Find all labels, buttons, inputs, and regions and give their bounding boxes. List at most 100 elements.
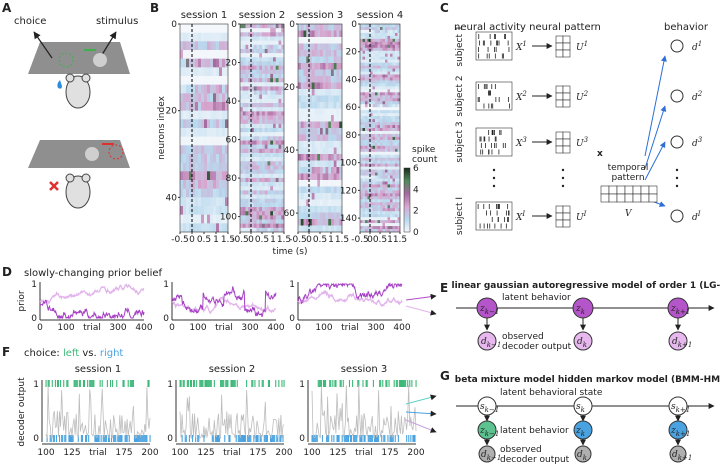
heatmap-cell xyxy=(270,152,274,158)
heatmap-cell xyxy=(380,151,383,156)
heatmap-cell xyxy=(317,121,321,129)
heatmap-cell xyxy=(256,190,260,195)
heatmap-cell xyxy=(240,132,244,137)
heatmap-cell xyxy=(333,82,337,90)
heatmap-cell xyxy=(240,169,244,175)
heatmap-cell xyxy=(390,172,393,176)
heatmap-cell xyxy=(311,147,315,155)
heatmap-cell xyxy=(375,139,378,144)
heatmap-cell xyxy=(367,181,371,185)
heatmap-cell xyxy=(189,171,193,181)
d-symbol: dI xyxy=(692,210,701,223)
heatmap-cell xyxy=(253,90,257,96)
heatmap-cell xyxy=(256,28,260,33)
choice-tick xyxy=(276,435,278,442)
heatmap-cell xyxy=(201,197,205,207)
heatmap-cell xyxy=(387,104,391,108)
heatmap-cell xyxy=(375,119,378,123)
heatmap-cell xyxy=(253,119,257,125)
heatmap-cell xyxy=(242,73,246,79)
heatmap-cell xyxy=(248,90,252,96)
heatmap-cell xyxy=(198,128,202,137)
heatmap-cell xyxy=(251,107,255,112)
heatmap-cell xyxy=(395,116,398,120)
heatmap-cell xyxy=(336,56,340,64)
heatmap-cell xyxy=(385,101,388,105)
heatmap-cell xyxy=(309,154,313,161)
heatmap-cell xyxy=(362,172,366,176)
heatmap-cell xyxy=(242,119,246,125)
heatmap-cell xyxy=(397,208,401,212)
heatmap-cell xyxy=(267,73,271,79)
heatmap-cell xyxy=(395,101,398,105)
heatmap-cell xyxy=(331,219,335,226)
heatmap-cell xyxy=(259,219,263,224)
heatmap-cell xyxy=(395,41,398,46)
heatmap-cell xyxy=(222,50,226,59)
heatmap-cell xyxy=(281,227,285,233)
heatmap-cell xyxy=(242,207,246,212)
heatmap-cell xyxy=(300,212,304,220)
heatmap-cell xyxy=(225,119,229,129)
ellipsis-dot xyxy=(561,168,565,172)
heatmap-cell xyxy=(370,163,373,167)
node-caption: observed xyxy=(502,332,544,342)
heatmap-cell xyxy=(325,43,329,51)
heatmap-cell xyxy=(333,206,337,213)
heatmap-cell xyxy=(273,211,277,216)
heatmap-cell xyxy=(397,92,401,96)
heatmap-cell xyxy=(245,140,249,145)
heatmap-cell xyxy=(370,154,373,159)
heatmap-cell xyxy=(360,95,363,99)
heatmap-cell xyxy=(256,211,260,216)
heatmap-cell xyxy=(245,61,249,66)
heatmap-cell xyxy=(204,154,208,163)
heatmap-cell xyxy=(372,29,376,34)
heatmap-cell xyxy=(201,171,205,181)
heatmap-cell xyxy=(331,212,335,220)
heatmap-cell xyxy=(189,41,193,51)
heatmap-cell xyxy=(395,77,398,81)
mouse xyxy=(65,175,91,209)
heatmap-cell xyxy=(273,40,277,46)
y-tick-label: 0 xyxy=(171,20,177,30)
heatmap-cell xyxy=(298,180,302,187)
heatmap-cell xyxy=(385,205,388,209)
heatmap-cell xyxy=(248,132,252,137)
heatmap-cell xyxy=(281,198,285,204)
heatmap-cell xyxy=(259,78,263,83)
choice-tick xyxy=(263,435,265,442)
heatmap-cell xyxy=(331,37,335,44)
heatmap-cell xyxy=(275,190,279,195)
heatmap-cell xyxy=(333,225,337,233)
heatmap-cell xyxy=(385,122,388,126)
heatmap-cell xyxy=(360,77,363,81)
y-tick-label: 20 xyxy=(166,107,178,117)
heatmap-cell xyxy=(320,199,324,207)
heatmap-cell xyxy=(306,225,310,233)
prior-trace xyxy=(39,299,145,320)
heatmap-cell xyxy=(390,65,393,69)
heatmap-cell xyxy=(360,187,363,191)
behavior-arrow xyxy=(644,105,667,169)
heatmap-cell xyxy=(216,76,220,85)
heatmap-cell xyxy=(281,211,285,216)
heatmap-cell xyxy=(314,50,318,57)
heatmap-cell xyxy=(339,193,343,200)
heatmap-cell xyxy=(375,157,378,161)
choice-tick xyxy=(345,435,347,442)
heatmap-cell xyxy=(270,57,274,62)
heatmap-cell xyxy=(267,132,271,137)
heatmap-cell xyxy=(382,125,386,129)
heatmap-cell xyxy=(325,206,329,213)
heatmap-cell xyxy=(336,206,340,213)
heatmap-cell xyxy=(377,157,381,161)
heatmap-cell xyxy=(180,136,184,146)
panel-label: E xyxy=(440,281,448,295)
heatmap-cell xyxy=(380,133,383,138)
heatmap-cell xyxy=(251,78,255,83)
choice-tick xyxy=(91,380,93,387)
heatmap-cell xyxy=(380,166,383,170)
heatmap-cell xyxy=(392,41,396,46)
heatmap-cell xyxy=(278,40,282,46)
